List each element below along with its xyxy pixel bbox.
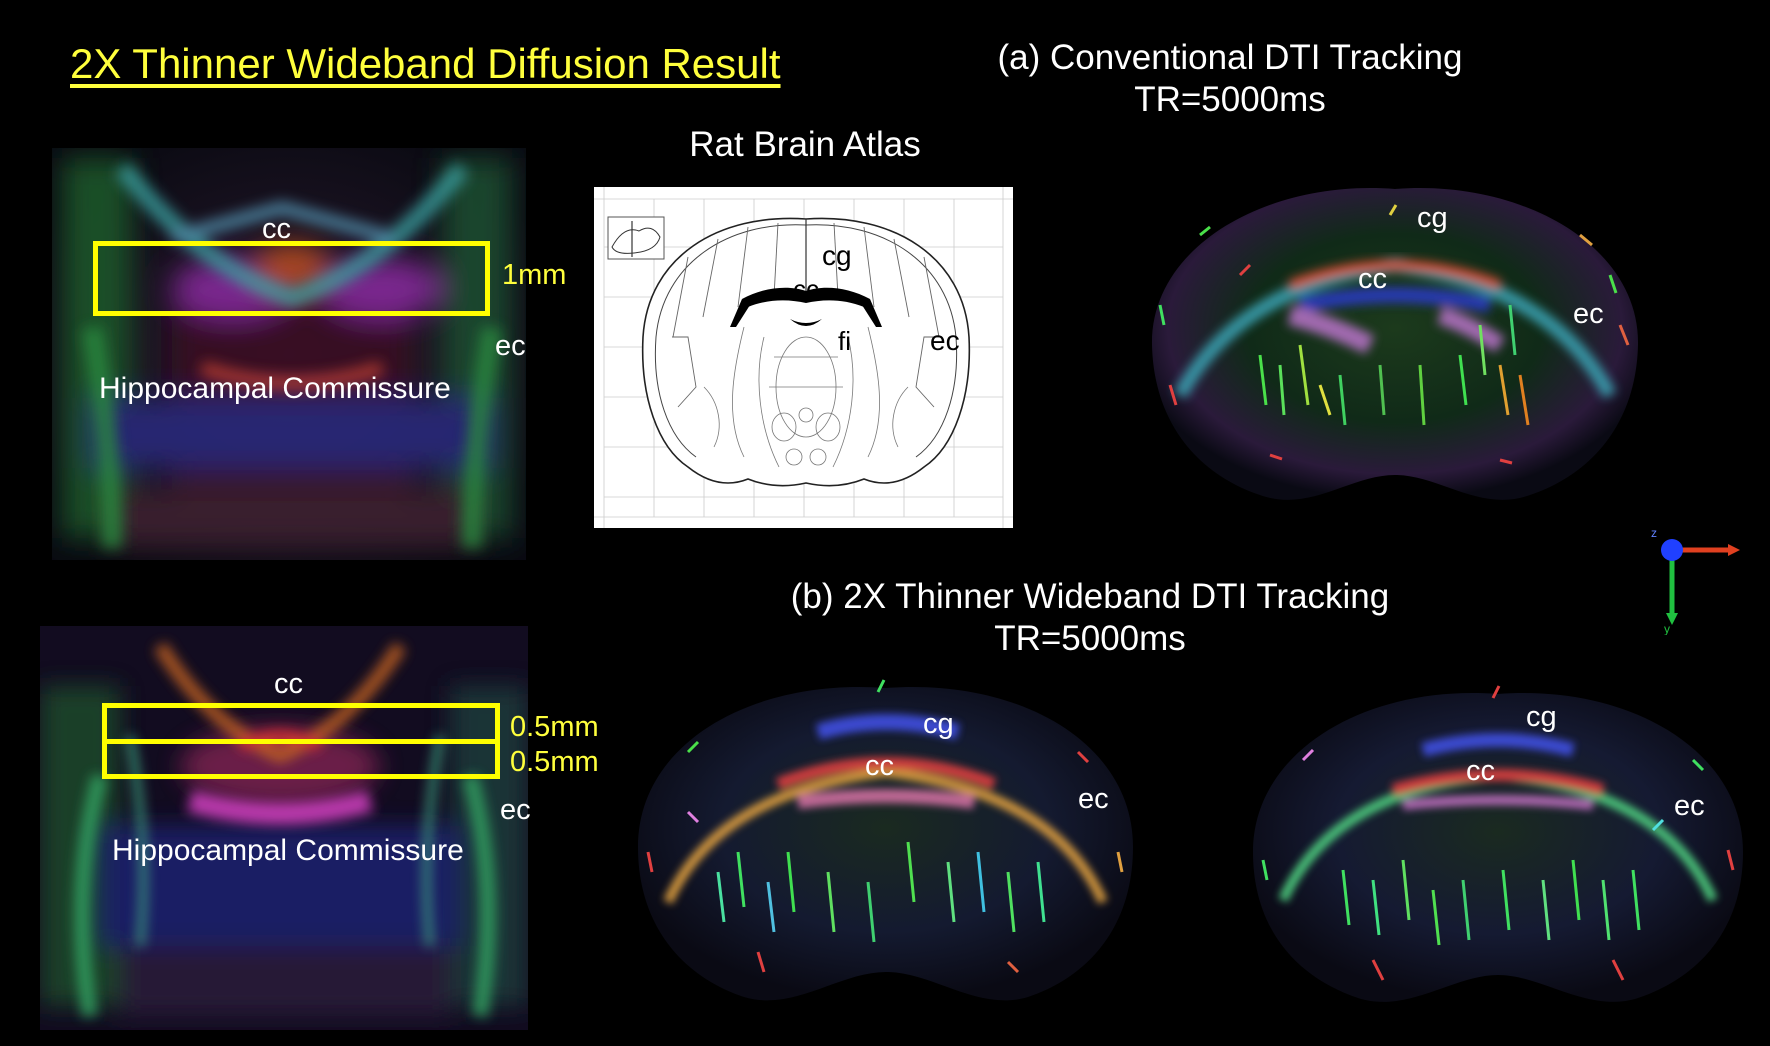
tracking-b2-map bbox=[1253, 685, 1743, 1002]
tracking-b2-cg-label: cg bbox=[1526, 701, 1557, 733]
top-left-ec-label: ec bbox=[495, 330, 526, 362]
bottom-left-cc-label: cc bbox=[274, 668, 303, 700]
tracking-b1-ec-label: ec bbox=[1078, 783, 1109, 815]
roi-box-0-5mm-lower bbox=[102, 739, 500, 779]
top-left-region-label: Hippocampal Commissure bbox=[99, 372, 451, 405]
diffusion-map-top bbox=[52, 148, 526, 560]
bottom-left-thickness-label-1: 0.5mm bbox=[510, 711, 599, 743]
tracking-b1-image bbox=[628, 672, 1143, 1017]
bottom-left-region-label: Hippocampal Commissure bbox=[112, 834, 464, 867]
tracking-b2-ec-label: ec bbox=[1674, 790, 1705, 822]
axes-y-label: y bbox=[1664, 622, 1670, 635]
tracking-a-ec-label: ec bbox=[1573, 298, 1604, 330]
section-a-heading-line1: (a) Conventional DTI Tracking bbox=[997, 38, 1463, 77]
axes-z-label: z bbox=[1651, 526, 1657, 540]
axes-orientation-icon: z y bbox=[1648, 525, 1743, 636]
atlas-heading: Rat Brain Atlas bbox=[689, 125, 921, 164]
tracking-b2-image bbox=[1243, 680, 1753, 1018]
atlas-ec-label: ec bbox=[930, 325, 960, 356]
tracking-a-cc-label: cc bbox=[1358, 263, 1387, 295]
atlas-cg-label: cg bbox=[822, 240, 852, 271]
tracking-b1-cc-label: cc bbox=[865, 750, 894, 782]
section-a-heading: (a) Conventional DTI Tracking TR=5000ms bbox=[900, 38, 1560, 120]
roi-box-0-5mm-upper bbox=[102, 703, 500, 744]
tracking-a-image bbox=[1140, 175, 1650, 520]
axes-icon: z y bbox=[1651, 526, 1740, 636]
atlas-cc-label: cc bbox=[793, 274, 819, 304]
section-b-heading-line2: TR=5000ms bbox=[994, 619, 1186, 658]
roi-box-1mm bbox=[93, 241, 490, 316]
tracking-b1-map bbox=[638, 679, 1133, 1001]
atlas-fi-label: fi bbox=[838, 326, 851, 356]
rat-brain-atlas: cg cc fi ec bbox=[594, 187, 1013, 528]
section-b-heading: (b) 2X Thinner Wideband DTI Tracking TR=… bbox=[740, 577, 1440, 659]
section-a-heading-line2: TR=5000ms bbox=[1134, 80, 1326, 119]
atlas-drawing: cg cc fi ec bbox=[594, 187, 1013, 528]
tracking-b1-cg-label: cg bbox=[923, 708, 954, 740]
tracking-a-map bbox=[1151, 188, 1639, 500]
top-left-thickness-label: 1mm bbox=[502, 259, 567, 291]
top-left-cc-label: cc bbox=[262, 213, 291, 245]
top-left-diffusion-image bbox=[52, 148, 526, 560]
bottom-left-ec-label: ec bbox=[500, 794, 531, 826]
section-b-heading-line1: (b) 2X Thinner Wideband DTI Tracking bbox=[790, 577, 1390, 616]
bottom-left-thickness-label-2: 0.5mm bbox=[510, 746, 599, 778]
diffusion-map-bottom bbox=[40, 626, 528, 1030]
tracking-b2-cc-label: cc bbox=[1466, 755, 1495, 787]
bottom-left-diffusion-image bbox=[40, 626, 528, 1030]
figure-title: 2X Thinner Wideband Diffusion Result bbox=[70, 40, 781, 87]
tracking-a-cg-label: cg bbox=[1417, 202, 1448, 234]
